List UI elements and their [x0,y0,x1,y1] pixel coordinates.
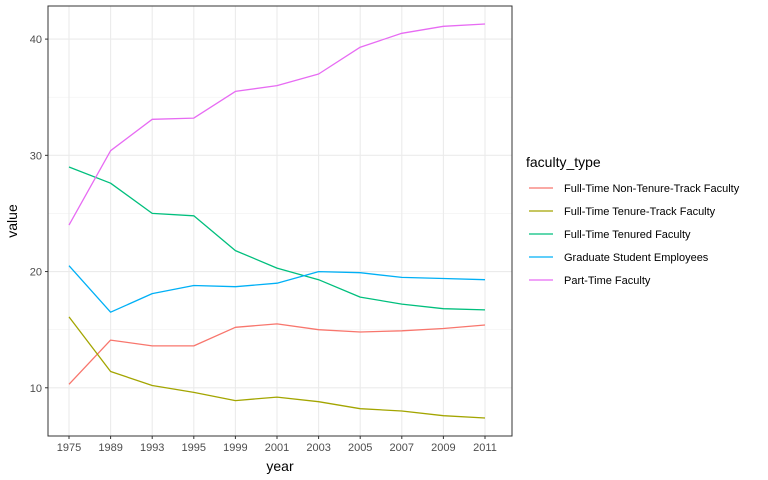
legend-label: Full-Time Tenured Faculty [564,229,691,241]
legend: faculty_type Full-Time Non-Tenure-Track … [526,154,740,287]
legend-label: Full-Time Tenure-Track Faculty [564,206,716,218]
legend-label: Part-Time Faculty [564,275,651,287]
plot-panel-background [48,6,512,436]
y-tick-label: 30 [30,150,42,162]
x-tick-label: 1995 [182,442,206,454]
series-line [68,166,486,311]
x-tick-label: 2009 [431,442,455,454]
legend-label: Graduate Student Employees [564,252,709,264]
x-axis-title: year [266,458,294,474]
x-tick-label: 1999 [223,442,247,454]
x-tick-label: 1989 [98,442,122,454]
y-tick-label: 20 [30,267,42,279]
series-line [68,265,486,313]
x-tick-label: 2011 [473,442,497,454]
legend-items: Full-Time Non-Tenure-Track Faculty Full-T… [529,183,740,287]
series-lines [68,23,486,419]
grid [48,6,512,436]
series-line [68,323,486,385]
x-axis: 1975 1989 1993 1995 1999 2001 2003 2005 2007 2009… [57,436,497,454]
series-line [68,23,486,226]
x-tick-label: 2005 [348,442,372,454]
x-tick-label: 1975 [57,442,81,454]
y-tick-label: 10 [30,383,42,395]
x-tick-label: 1993 [140,442,164,454]
plot-panel-border [47,5,513,437]
legend-label: Full-Time Non-Tenure-Track Faculty [564,183,740,195]
y-axis: 10 20 30 40 [30,34,48,395]
legend-title: faculty_type [526,154,601,170]
x-tick-label: 2003 [306,442,330,454]
y-tick-label: 40 [30,34,42,46]
x-tick-label: 2007 [390,442,414,454]
series-line [68,316,486,419]
x-tick-label: 2001 [265,442,289,454]
y-axis-title: value [4,204,20,238]
